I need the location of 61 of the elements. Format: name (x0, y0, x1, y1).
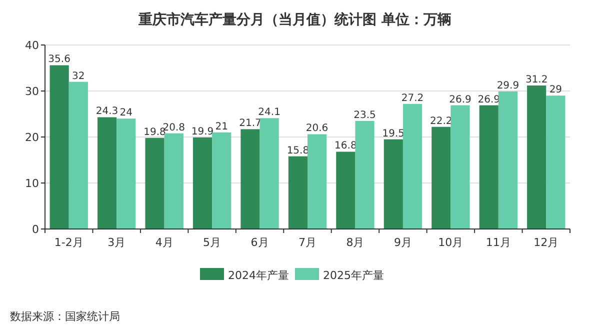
data-label: 24.3 (96, 106, 118, 118)
data-label: 26.9 (449, 94, 472, 106)
x-tick-label: 6月 (250, 236, 269, 249)
bar (355, 120, 374, 229)
data-label: 22.2 (430, 116, 452, 127)
bar (98, 117, 117, 229)
data-label: 26.9 (478, 94, 500, 106)
data-label: 32 (72, 70, 85, 82)
x-tick-label: 3月 (108, 236, 126, 249)
bar (432, 126, 451, 229)
bar (240, 129, 260, 229)
bar (336, 152, 356, 229)
bar (68, 82, 88, 229)
x-tick-label: 9月 (394, 236, 412, 249)
y-tick-label: 10 (25, 177, 39, 190)
x-tick-label: 7月 (298, 236, 316, 249)
x-tick-label: 5月 (203, 236, 222, 249)
bar (498, 91, 518, 229)
bar (527, 85, 546, 229)
bar (479, 105, 498, 229)
data-label: 21 (215, 121, 228, 132)
bar (546, 96, 566, 229)
chart-title: 重庆市汽车产量分月（当月值）统计图 单位：万辆 (138, 11, 452, 28)
x-tick-label: 4月 (155, 236, 174, 249)
x-tick-label: 10月 (438, 236, 464, 249)
bar (50, 65, 69, 229)
data-label: 27.2 (401, 92, 424, 104)
legend-label: 2024年产量 (228, 269, 289, 282)
bar (145, 138, 164, 229)
bar (402, 104, 422, 229)
x-tick-label: 1-2月 (54, 236, 84, 249)
data-label: 35.6 (48, 54, 70, 66)
bar (450, 105, 470, 229)
data-label: 29.9 (496, 80, 520, 92)
data-label: 24.1 (258, 107, 280, 118)
bar (164, 133, 184, 229)
y-tick-label: 20 (25, 131, 39, 144)
y-tick-label: 40 (25, 39, 39, 52)
data-label: 19.9 (191, 126, 214, 138)
data-label: 21.7 (239, 118, 262, 130)
bar (212, 132, 232, 229)
data-label: 20.6 (306, 123, 328, 134)
legend-label: 2025年产量 (323, 269, 384, 282)
data-label: 23.5 (354, 110, 376, 121)
x-tick-label: 12月 (534, 236, 559, 249)
data-label: 31.2 (525, 74, 548, 86)
data-label: 16.8 (334, 140, 357, 152)
bar (260, 118, 279, 229)
bar (308, 134, 327, 229)
source-note: 数据来源：国家统计局 (10, 310, 120, 323)
bar (288, 156, 308, 229)
bar (116, 118, 136, 229)
data-label: 29 (549, 84, 562, 96)
x-tick-label: 11月 (486, 236, 511, 249)
x-tick-label: 8月 (346, 236, 364, 249)
bar (384, 139, 403, 229)
data-label: 19.5 (382, 128, 405, 140)
y-tick-label: 30 (25, 85, 39, 98)
data-label: 24 (120, 108, 133, 119)
bar (192, 137, 212, 229)
y-tick-label: 0 (32, 223, 39, 236)
